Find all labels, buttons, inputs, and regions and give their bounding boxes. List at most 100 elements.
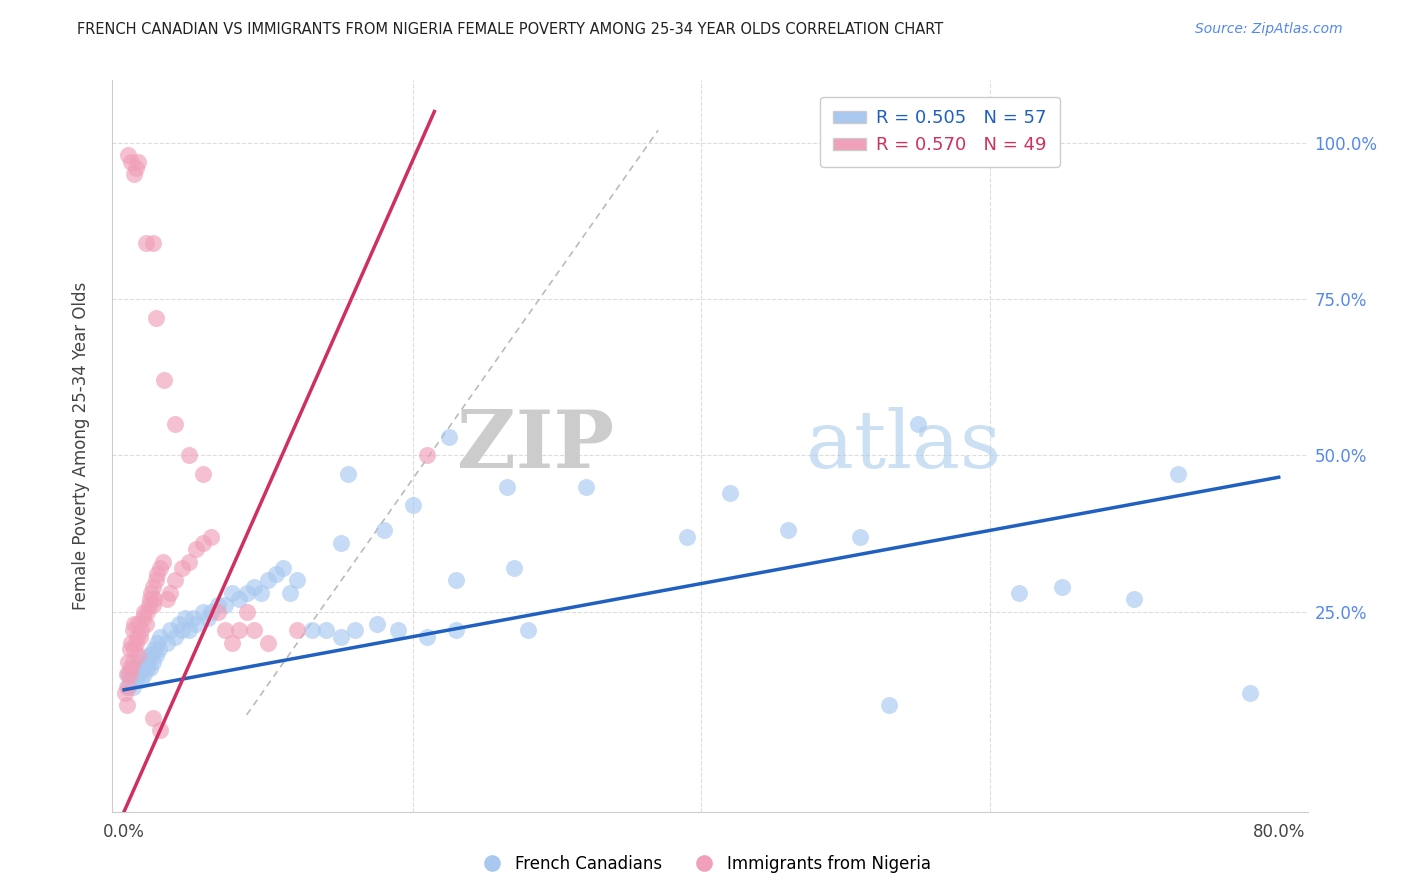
Point [118,673,141,688]
Point [373,524,395,538]
Point [207,599,229,613]
Point [127,667,149,681]
Point [127,617,149,632]
Legend: R = 0.505   N = 57, R = 0.570   N = 49: R = 0.505 N = 57, R = 0.570 N = 49 [821,96,1060,167]
Point [366,617,388,632]
Point [139,661,162,675]
Point [129,655,152,669]
Point [127,154,149,169]
Point [132,661,155,675]
Point [329,630,352,644]
Point [135,655,157,669]
Point [121,624,143,638]
Point [122,617,145,632]
Point [271,561,294,575]
Point [214,599,236,613]
Point [193,467,215,482]
Point [416,630,439,644]
Point [159,586,181,600]
Point [502,561,524,575]
Point [575,480,598,494]
Point [186,542,208,557]
Point [177,624,200,638]
Point [177,555,200,569]
Point [167,617,190,632]
Point [776,524,799,538]
Point [156,636,179,650]
Point [235,605,257,619]
Point [235,586,257,600]
Point [437,429,460,443]
Point [143,592,166,607]
Point [402,499,425,513]
Point [146,567,169,582]
Point [118,667,141,681]
Point [132,611,155,625]
Point [122,642,145,657]
Point [120,636,142,650]
Point [315,624,337,638]
Point [125,661,148,675]
Point [122,167,145,181]
Point [495,480,517,494]
Point [257,636,280,650]
Point [142,711,165,725]
Point [136,661,159,675]
Point [163,417,186,431]
Point [676,530,699,544]
Point [124,636,146,650]
Point [138,599,160,613]
Point [264,567,287,582]
Point [145,648,167,663]
Point [118,642,141,657]
Point [444,574,467,588]
Point [149,723,172,738]
Point [849,530,872,544]
Point [163,630,186,644]
Point [134,667,156,681]
Point [301,624,323,638]
Point [278,586,301,600]
Point [149,630,172,644]
Point [214,624,236,638]
Point [121,680,143,694]
Point [124,673,146,688]
Point [135,235,157,250]
Point [186,617,208,632]
Point [115,667,138,681]
Point [207,605,229,619]
Point [135,617,157,632]
Point [444,624,467,638]
Point [1167,467,1189,482]
Point [120,154,142,169]
Point [416,449,439,463]
Point [1239,686,1261,700]
Point [243,624,266,638]
Point [159,624,181,638]
Point [114,686,136,700]
Point [121,655,143,669]
Point [228,624,250,638]
Point [181,611,204,625]
Point [145,310,167,325]
Point [115,680,138,694]
Point [142,580,165,594]
Point [173,611,195,625]
Y-axis label: Female Poverty Among 25-34 Year Olds: Female Poverty Among 25-34 Year Olds [72,282,90,610]
Point [907,417,929,431]
Point [124,161,146,175]
Legend: French Canadians, Immigrants from Nigeria: French Canadians, Immigrants from Nigeri… [468,848,938,880]
Point [250,586,273,600]
Text: ZIP: ZIP [457,407,614,485]
Point [149,561,172,575]
Point [115,698,138,713]
Point [329,536,352,550]
Point [117,655,139,669]
Point [142,655,165,669]
Point [141,648,163,663]
Point [142,235,165,250]
Point [152,555,174,569]
Point [517,624,540,638]
Point [141,586,163,600]
Point [139,592,162,607]
